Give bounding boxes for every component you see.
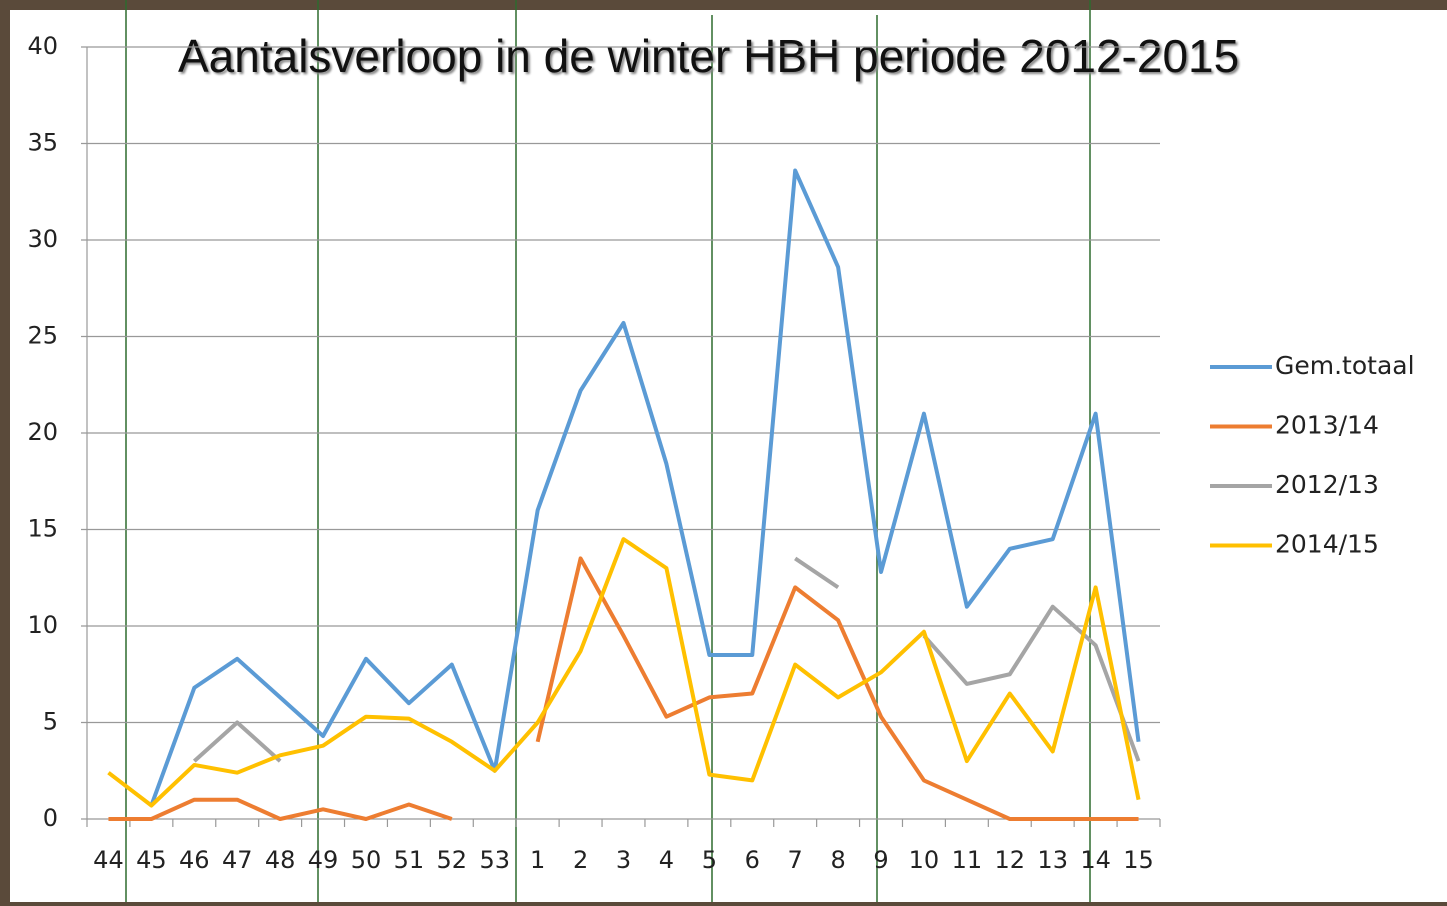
x-tick-label: 5 — [702, 846, 717, 874]
legend-label: 2014/15 — [1275, 530, 1379, 559]
y-tick-label: 15 — [27, 515, 58, 543]
x-tick-label: 50 — [351, 846, 382, 874]
x-tick-label: 12 — [995, 846, 1026, 874]
x-tick-label: 45 — [136, 846, 167, 874]
x-tick-label: 14 — [1080, 846, 1111, 874]
x-tick-label: 49 — [308, 846, 339, 874]
y-tick-label: 0 — [43, 804, 58, 832]
x-tick-label: 13 — [1037, 846, 1068, 874]
x-tick-label: 52 — [437, 846, 468, 874]
x-tick-label: 48 — [265, 846, 296, 874]
chart-title: Aantalsverloop in de winter HBH periode … — [178, 30, 1239, 82]
y-tick-label: 20 — [27, 418, 58, 446]
x-tick-label: 46 — [179, 846, 210, 874]
x-tick-label: 4 — [659, 846, 674, 874]
y-tick-label: 25 — [27, 322, 58, 350]
legend-label: Gem.totaal — [1275, 351, 1415, 380]
chart: Aantalsverloop in de winter HBH periode … — [0, 0, 1447, 902]
x-tick-label: 3 — [616, 846, 631, 874]
x-tick-label: 11 — [952, 846, 983, 874]
y-tick-label: 40 — [27, 32, 58, 60]
x-tick-label: 2 — [573, 846, 588, 874]
x-tick-label: 1 — [530, 846, 545, 874]
x-tick-label: 8 — [830, 846, 845, 874]
y-tick-label: 35 — [27, 129, 58, 157]
legend-label: 2013/14 — [1275, 411, 1379, 440]
x-tick-label: 15 — [1123, 846, 1154, 874]
y-tick-label: 5 — [43, 708, 58, 736]
x-tick-label: 44 — [93, 846, 124, 874]
x-tick-label: 47 — [222, 846, 253, 874]
x-tick-label: 51 — [394, 846, 425, 874]
y-tick-label: 30 — [27, 225, 58, 253]
x-tick-label: 53 — [479, 846, 510, 874]
x-tick-label: 10 — [909, 846, 940, 874]
x-tick-label: 9 — [873, 846, 888, 874]
y-tick-label: 10 — [27, 611, 58, 639]
page: Aantalsverloop in de winter HBH periode … — [0, 0, 1447, 902]
x-tick-label: 7 — [788, 846, 803, 874]
legend-label: 2012/13 — [1275, 470, 1379, 499]
x-tick-label: 6 — [745, 846, 760, 874]
